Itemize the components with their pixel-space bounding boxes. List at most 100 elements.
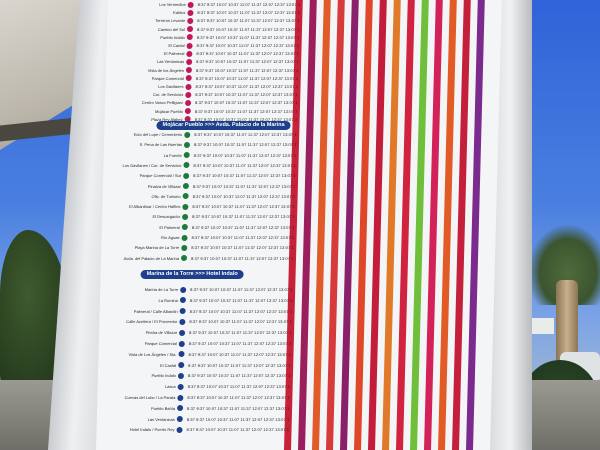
stop-times: 8:37 9:37 10:07 10:37 11:07 11:37 12:07 … — [189, 297, 292, 303]
stop-label: El Palmeral — [159, 224, 180, 230]
stop-label: Playa Marina de La Torre — [134, 245, 180, 251]
stop-times: 8:37 9:37 10:07 10:37 11:07 11:37 12:07 … — [197, 18, 299, 24]
stop-times: 8:37 9:37 10:07 10:37 11:07 11:37 12:07 … — [187, 373, 290, 379]
stop-times: 8:37 9:37 10:07 10:37 11:07 11:37 12:07 … — [195, 75, 298, 81]
stop-label: Las Ventanicas — [147, 416, 175, 422]
stop-label: Camino del Sol — [157, 26, 186, 32]
stop-times: 8:37 9:37 10:07 10:37 11:07 11:37 12:07 … — [195, 67, 298, 73]
stop-times: 8:37 9:37 10:07 10:37 11:07 11:37 12:07 … — [192, 193, 295, 199]
stop-times: 8:37 9:37 10:07 10:37 11:07 11:37 12:07 … — [195, 100, 297, 106]
stop-label: Parque Comercial / Sur — [139, 173, 182, 179]
stop-times: 8:37 9:37 10:07 10:37 11:07 11:37 12:07 … — [187, 405, 289, 411]
stop-times: 8:37 9:37 10:07 10:37 11:07 11:37 12:07 … — [196, 51, 298, 57]
stop-marker — [177, 383, 184, 390]
stop-marker — [180, 286, 187, 293]
stop-label: Marina de La Torre — [144, 287, 179, 292]
stop-times: 8:37 9:37 10:07 10:37 11:07 11:37 12:07 … — [187, 395, 289, 400]
stop-times: 8:37 9:37 10:07 10:37 11:07 11:37 12:07 … — [191, 245, 293, 251]
stop-marker — [187, 9, 194, 16]
stop-label: Pinaíza de Villazar — [147, 183, 181, 189]
stop-marker — [177, 394, 184, 401]
stop-marker — [186, 50, 193, 57]
stop-marker — [177, 405, 184, 412]
stop-marker — [184, 108, 191, 115]
stop-times: 8:37 9:37 10:07 10:37 11:07 11:37 12:07 … — [188, 341, 291, 346]
stop-marker — [178, 362, 185, 369]
stop-label: Avda. del Palacio de La Marina — [123, 255, 180, 261]
stop-times: 8:37 9:37 10:07 10:37 11:07 11:37 12:07 … — [189, 319, 291, 325]
stop-label: Pueblo Indalo — [151, 373, 177, 379]
stop-times: 8:37 9:37 10:07 10:37 11:07 11:37 12:07 … — [194, 108, 297, 114]
stop-marker — [179, 308, 186, 315]
stop-marker — [181, 244, 188, 251]
stop-marker — [186, 26, 194, 33]
stop-times: 8:37 9:37 10:07 10:37 11:07 11:37 12:07 … — [190, 255, 293, 261]
stop-label: Cuevas del Lobo / La Parata — [124, 395, 176, 400]
stop-label: Lasca — [164, 384, 176, 390]
stop-marker — [176, 416, 183, 423]
stop-label: Piedra de Villazar — [145, 330, 178, 336]
stop-marker — [177, 372, 185, 379]
stop-times: 8:37 9:37 10:07 10:37 11:07 11:37 12:07 … — [188, 351, 290, 357]
stop-times: 8:37 9:37 10:07 10:37 11:07 11:37 12:07 … — [188, 362, 290, 368]
stop-label: Cor. de Servicios — [153, 92, 184, 98]
stop-label: Ecto del Lupe / Cementerio — [133, 132, 183, 137]
stop-label: La Fuente — [163, 152, 182, 158]
stop-label: Vista de los Ángeles — [147, 67, 185, 73]
stop-marker — [178, 351, 185, 358]
stop-times: 8:37 9:37 10:07 10:37 11:07 11:37 12:07 … — [193, 152, 296, 158]
stop-times: 8:37 9:37 10:07 10:37 11:07 11:37 12:07 … — [192, 183, 295, 189]
stop-times: 8:37 9:37 10:07 10:37 11:07 11:37 12:07 … — [194, 132, 296, 137]
section-banner-2: Marina de la Torre >>> Hotel Indalo — [140, 270, 244, 279]
stop-times: 8:37 9:37 10:07 10:37 11:07 11:37 12:07 … — [192, 204, 294, 210]
stop-marker — [185, 99, 192, 106]
stop-marker — [182, 203, 189, 210]
stop-marker — [186, 58, 193, 65]
stop-label: Hotel Indalo / Puerto Rey — [129, 427, 175, 433]
distant-building — [528, 318, 554, 334]
stop-times: 8:37 9:37 10:07 10:37 11:07 11:37 12:07 … — [193, 173, 295, 179]
stop-times: 8:37 9:37 10:07 10:37 11:07 11:37 12:07 … — [193, 142, 296, 148]
stop-label: Vista de Los Ángeles / Sta. — [128, 351, 177, 357]
stop-label: Palmeral / Calle Albardin — [133, 308, 178, 314]
stop-marker — [183, 162, 190, 169]
stop-label: El Palmeral — [163, 51, 185, 57]
stop-marker — [182, 213, 189, 220]
stop-marker — [182, 183, 189, 189]
stop-times: 8:37 9:37 10:07 10:37 11:07 11:37 12:07 … — [186, 427, 288, 433]
stop-times: 8:37 9:37 10:07 10:37 11:07 11:37 12:07 … — [193, 162, 295, 168]
stop-times: 8:37 9:37 10:07 10:37 11:07 11:37 12:07 … — [189, 308, 292, 314]
stop-times: 8:37 9:37 10:07 10:37 11:07 11:37 12:07 … — [189, 330, 291, 336]
stop-label: Ofic. de Turismo — [151, 193, 181, 199]
stop-times: 8:37 9:37 10:07 10:37 11:07 11:37 12:07 … — [191, 235, 293, 240]
stop-times: 8:37 9:37 10:07 10:37 11:07 11:37 12:07 … — [197, 10, 299, 16]
stop-times: 8:37 9:37 10:07 10:37 11:07 11:37 12:07 … — [192, 214, 294, 220]
stop-marker — [181, 224, 188, 231]
stop-label: Los Vermedios — [159, 2, 186, 7]
stop-label: Calle Aceitera / El Proveedor — [126, 319, 178, 325]
stop-label: Parque Comercial — [151, 75, 184, 81]
stop-label: Río Aguas — [161, 235, 180, 240]
stop-times: 8:37 9:37 10:07 10:37 11:07 11:37 12:07 … — [197, 2, 300, 7]
stop-marker — [187, 17, 194, 24]
stop-times: 8:37 9:37 10:07 10:37 11:07 11:37 12:07 … — [190, 287, 292, 292]
stop-label: El Albardinar / Centro Halfins — [128, 204, 181, 210]
stop-marker — [178, 329, 186, 336]
stop-marker — [183, 172, 190, 179]
stop-marker — [185, 67, 193, 74]
stop-label: El Cantal — [159, 362, 177, 368]
stop-times: 8:37 9:37 10:07 10:37 11:07 11:37 12:07 … — [196, 43, 299, 48]
stop-marker — [181, 234, 188, 241]
stop-marker — [186, 42, 193, 49]
stop-marker — [183, 152, 190, 159]
stop-label: Pueblo Bahía — [150, 405, 176, 411]
stop-marker — [179, 297, 186, 304]
stop-times: 8:37 9:37 10:07 10:37 11:07 11:37 12:07 … — [187, 384, 290, 390]
stop-marker — [186, 34, 193, 41]
stop-label: S. Pena de Las Huertas — [139, 142, 183, 148]
stop-times: 8:37 9:37 10:07 10:37 11:07 11:37 12:07 … — [195, 92, 297, 98]
stop-label: Los Gavilanes / Cor. de Servicios — [122, 162, 182, 168]
stop-times: 8:37 9:37 10:07 10:37 11:07 11:37 12:07 … — [195, 84, 297, 89]
stop-marker — [178, 340, 185, 347]
stop-label: La Rumina — [158, 297, 178, 303]
